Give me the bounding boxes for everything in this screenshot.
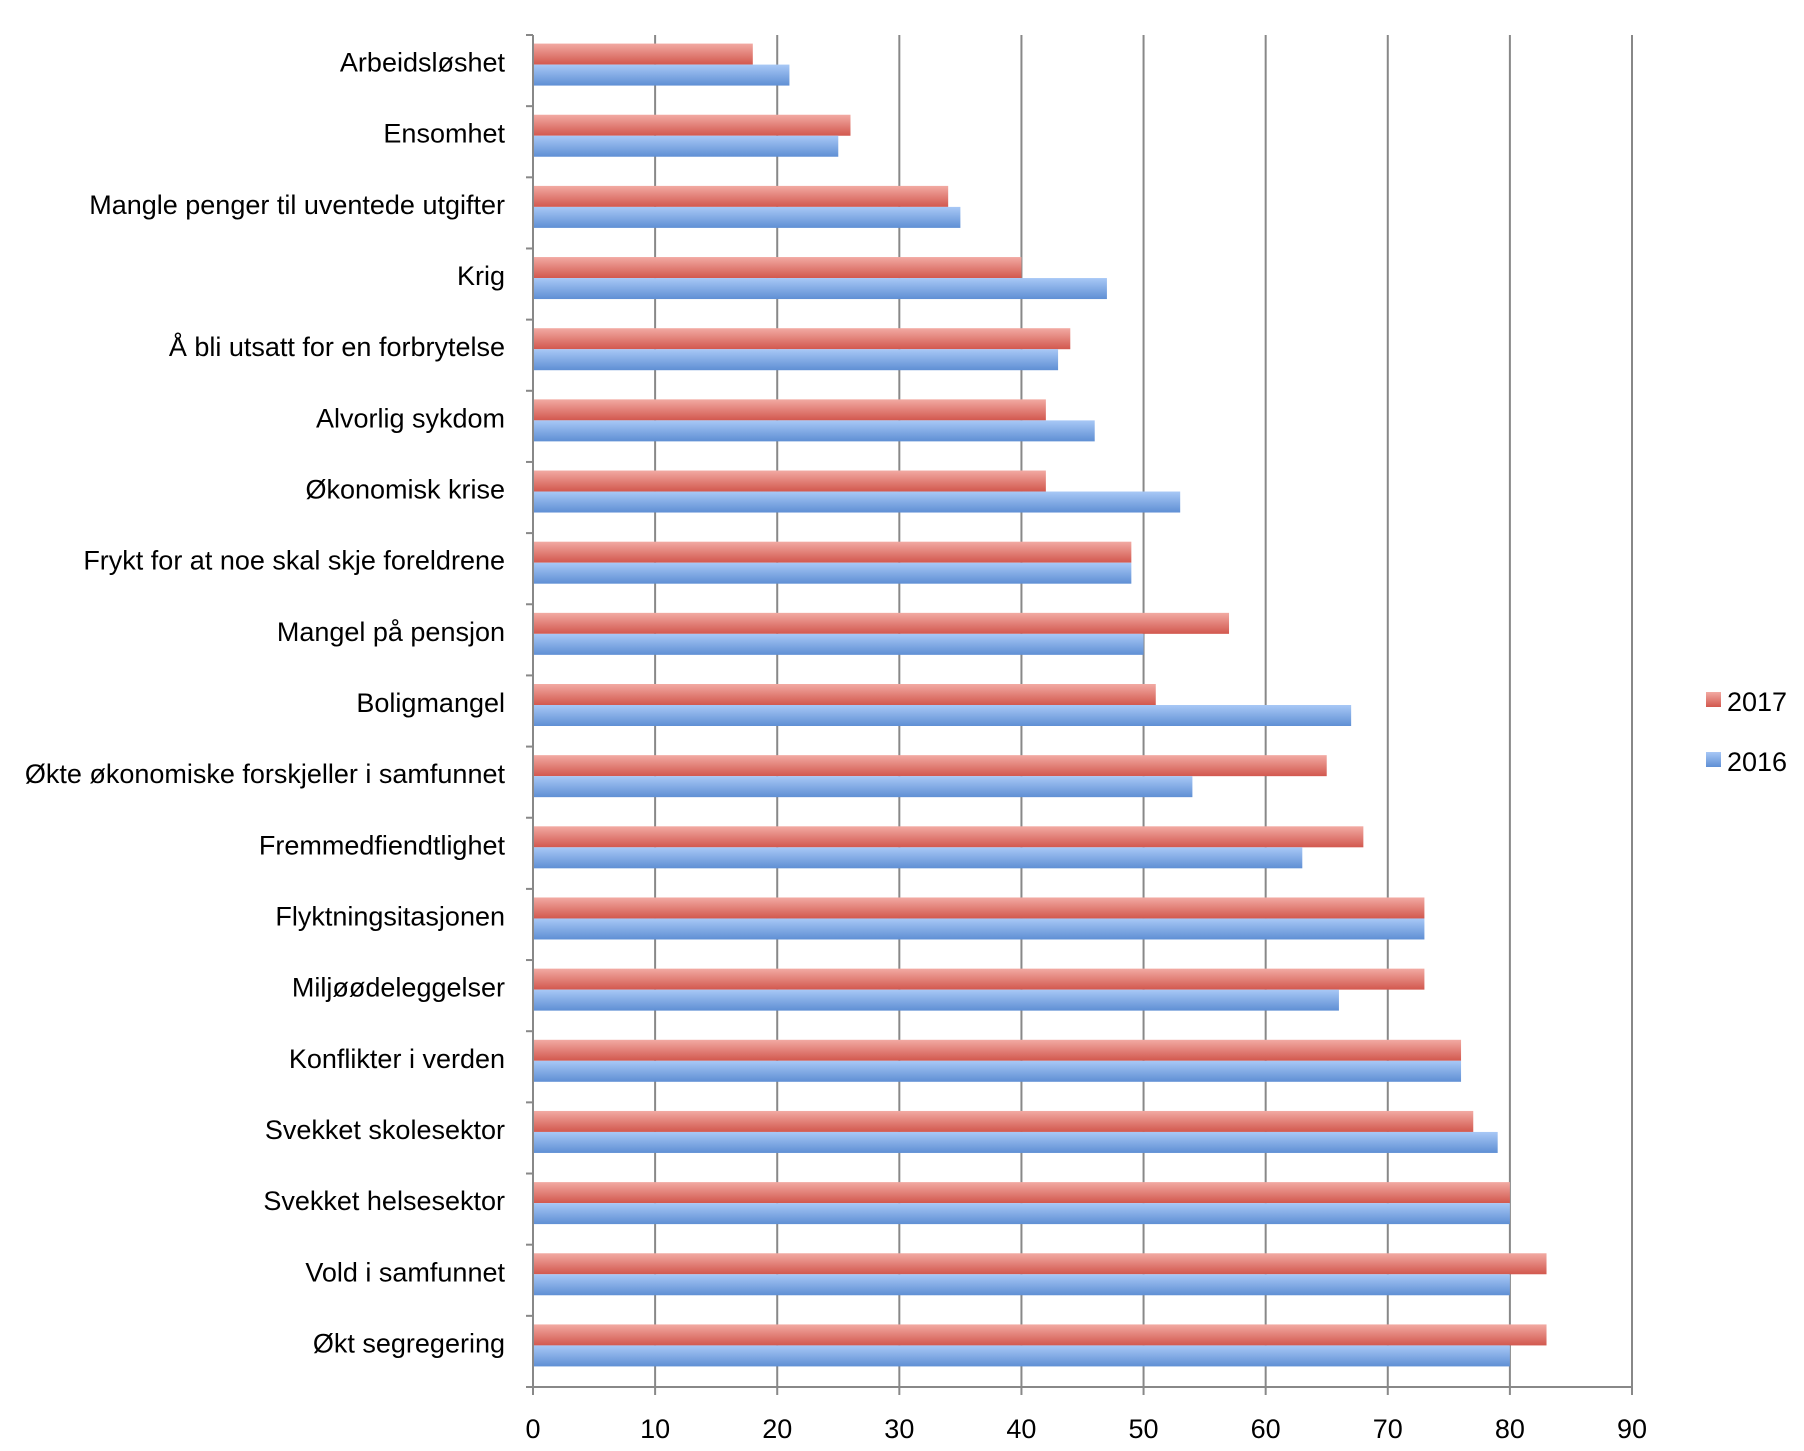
bar-2017: [533, 185, 949, 207]
bar-2016: [533, 64, 790, 86]
bar-2017: [533, 968, 1425, 990]
x-tick-labels: 0 10 20 30 40 50 60 70 80 90: [525, 1414, 1647, 1444]
legend: 2017 2016: [1706, 687, 1787, 777]
bar-2016: [533, 420, 1095, 442]
bar-2016: [533, 989, 1339, 1011]
bar-2016: [533, 278, 1107, 300]
bar-2017: [533, 1039, 1462, 1061]
bar-2017: [533, 897, 1425, 919]
bar-2017: [533, 612, 1230, 634]
bar-2016: [533, 918, 1425, 940]
x-tick-label: 20: [762, 1414, 792, 1444]
category-labels: Arbeidsløshet Ensomhet Mangle penger til u…: [25, 48, 506, 1359]
bar-2017: [533, 541, 1132, 563]
bar-2017: [533, 1182, 1510, 1204]
category-label: Vold i samfunnet: [305, 1257, 505, 1287]
category-label: Flyktningsitasjonen: [275, 901, 505, 931]
bar-2017: [533, 755, 1327, 777]
bar-2017: [533, 114, 851, 136]
bar-2017: [533, 684, 1156, 705]
bar-2017: [533, 470, 1046, 492]
bar-2016: [533, 349, 1059, 371]
bar-2016: [533, 135, 839, 157]
category-label: Mangel på pensjon: [277, 617, 505, 647]
bar-2016: [533, 705, 1352, 726]
bar-2016: [533, 1131, 1498, 1153]
x-tick-label: 80: [1495, 1414, 1525, 1444]
bar-2016: [533, 633, 1144, 655]
bar-2016: [533, 206, 961, 228]
x-tick-label: 90: [1617, 1414, 1647, 1444]
category-label: Miljøødeleggelser: [292, 973, 505, 1003]
category-label: Fremmedfiendtlighet: [259, 830, 506, 860]
bar-2017: [533, 399, 1046, 421]
legend-swatch-2017: [1706, 692, 1721, 707]
bar-2017: [533, 1253, 1547, 1275]
bar-2017: [533, 1324, 1547, 1346]
x-tick-label: 30: [884, 1414, 914, 1444]
bar-2016: [533, 491, 1181, 513]
x-tick-label: 0: [525, 1414, 540, 1444]
bar-2016: [533, 1345, 1510, 1367]
legend-label-2016: 2016: [1727, 747, 1787, 777]
category-label: Mangle penger til uventede utgifter: [89, 190, 505, 220]
category-label: Boligmangel: [356, 688, 505, 718]
bar-2016: [533, 847, 1303, 869]
category-label: Økt segregering: [313, 1328, 505, 1358]
bar-2016: [533, 776, 1193, 798]
category-label: Krig: [457, 261, 505, 291]
bar-2016: [533, 1274, 1510, 1296]
category-label: Svekket skolesektor: [265, 1115, 505, 1145]
bar-2017: [533, 826, 1364, 848]
x-tick-label: 60: [1251, 1414, 1281, 1444]
bar-2017: [533, 257, 1022, 279]
legend-label-2017: 2017: [1727, 687, 1787, 717]
category-label: Konflikter i verden: [289, 1044, 505, 1074]
bars: [533, 43, 1547, 1367]
category-label: Ensomhet: [383, 119, 505, 149]
bar-2016: [533, 1060, 1462, 1082]
x-tick-label: 50: [1129, 1414, 1159, 1444]
category-label: Økte økonomiske forskjeller i samfunnet: [25, 759, 506, 789]
x-tick-label: 10: [640, 1414, 670, 1444]
bar-2017: [533, 43, 753, 65]
category-label: Arbeidsløshet: [340, 48, 506, 78]
legend-swatch-2016: [1706, 752, 1721, 767]
x-tick-label: 40: [1006, 1414, 1036, 1444]
bar-2017: [533, 1110, 1474, 1132]
bar-2016: [533, 562, 1132, 584]
category-label: Frykt for at noe skal skje foreldrene: [83, 546, 505, 576]
category-label: Økonomisk krise: [305, 475, 505, 505]
x-tick-label: 70: [1373, 1414, 1403, 1444]
bar-2017: [533, 328, 1071, 350]
category-label: Å bli utsatt for en forbrytelse: [169, 331, 505, 362]
bar-2016: [533, 1203, 1510, 1225]
axes: [526, 34, 1633, 1395]
category-label: Alvorlig sykdom: [316, 403, 505, 433]
category-label: Svekket helsesektor: [263, 1186, 505, 1216]
